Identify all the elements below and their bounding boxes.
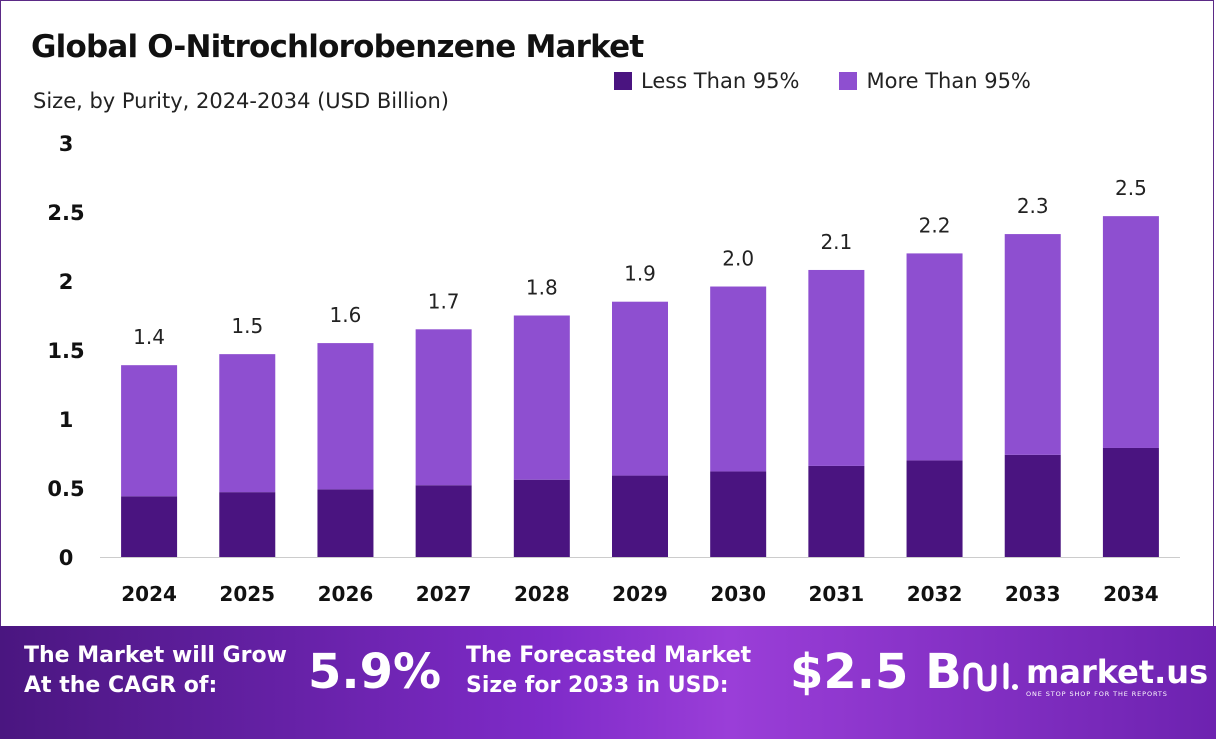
bar-total-label: 2.1 bbox=[820, 230, 852, 254]
legend-label-more-than-95: More Than 95% bbox=[866, 69, 1031, 93]
bar-segment-more-than-95 bbox=[612, 301, 668, 476]
legend: Less Than 95% More Than 95% bbox=[614, 69, 1031, 93]
brand-logo: market.us ONE STOP SHOP FOR THE REPORTS bbox=[962, 656, 1208, 698]
bar-segment-more-than-95 bbox=[808, 269, 865, 466]
bar-segment-less-than-95 bbox=[808, 465, 865, 557]
bar-total-label: 1.5 bbox=[231, 314, 263, 338]
bar-total-label: 1.4 bbox=[133, 325, 165, 349]
x-tick-label: 2025 bbox=[219, 582, 275, 606]
y-tick-label: 0.5 bbox=[47, 477, 84, 501]
x-tick-label: 2033 bbox=[1005, 582, 1061, 606]
brand-name: market.us bbox=[1026, 653, 1209, 691]
x-tick-label: 2028 bbox=[514, 582, 570, 606]
bar-total-label: 2.2 bbox=[919, 213, 951, 237]
forecast-label-line-1: The Forecasted Market bbox=[466, 643, 752, 668]
bar-segment-more-than-95 bbox=[121, 365, 178, 497]
bar-segment-more-than-95 bbox=[219, 354, 276, 493]
bar-total-label: 1.9 bbox=[624, 262, 656, 286]
bar-segment-less-than-95 bbox=[906, 460, 963, 557]
bar-segment-more-than-95 bbox=[906, 253, 963, 461]
y-tick-label: 2 bbox=[59, 270, 74, 294]
y-tick-label: 3 bbox=[59, 132, 74, 156]
bar-segment-less-than-95 bbox=[219, 492, 276, 557]
chart-subtitle: Size, by Purity, 2024-2034 (USD Billion) bbox=[33, 89, 449, 113]
bar-total-label: 1.6 bbox=[330, 303, 362, 327]
bar-segment-more-than-95 bbox=[513, 315, 570, 480]
legend-item-less-than-95: Less Than 95% bbox=[614, 69, 799, 93]
bar-segment-less-than-95 bbox=[710, 471, 767, 557]
x-tick-label: 2029 bbox=[612, 582, 668, 606]
bar-total-label: 2.5 bbox=[1115, 176, 1147, 200]
legend-swatch-more-than-95 bbox=[839, 72, 858, 90]
bar-segment-less-than-95 bbox=[317, 489, 374, 557]
bar-segment-less-than-95 bbox=[1102, 447, 1159, 557]
bar-segment-less-than-95 bbox=[612, 475, 668, 557]
forecast-value: $2.5 B bbox=[790, 644, 962, 700]
bar-segment-less-than-95 bbox=[121, 496, 178, 557]
chart-title: Global O-Nitrochlorobenzene Market bbox=[31, 29, 644, 65]
x-tick-label: 2027 bbox=[416, 582, 472, 606]
legend-swatch-less-than-95 bbox=[614, 72, 632, 90]
x-tick-label: 2034 bbox=[1103, 582, 1159, 606]
y-tick-label: 1.5 bbox=[47, 339, 84, 363]
x-tick-label: 2026 bbox=[318, 582, 374, 606]
bar-segment-more-than-95 bbox=[1004, 234, 1061, 455]
bar-segment-less-than-95 bbox=[513, 479, 570, 557]
y-tick-label: 0 bbox=[59, 546, 74, 570]
forecast-label-line-2: Size for 2033 in USD: bbox=[466, 673, 729, 698]
cagr-value: 5.9% bbox=[308, 644, 442, 700]
footer-banner: The Market will Grow At the CAGR of: 5.9… bbox=[0, 626, 1216, 739]
bar-segment-more-than-95 bbox=[710, 286, 767, 472]
bar-segment-more-than-95 bbox=[317, 343, 374, 490]
cagr-label: The Market will Grow At the CAGR of: bbox=[24, 641, 287, 701]
bar-total-label: 1.8 bbox=[526, 276, 558, 300]
y-tick-label: 1 bbox=[59, 408, 74, 432]
x-tick-label: 2030 bbox=[710, 582, 766, 606]
bar-total-label: 2.3 bbox=[1017, 194, 1049, 218]
bar-segment-more-than-95 bbox=[1102, 216, 1159, 448]
x-tick-label: 2024 bbox=[121, 582, 177, 606]
bar-segment-less-than-95 bbox=[415, 485, 472, 557]
legend-item-more-than-95: More Than 95% bbox=[839, 69, 1031, 93]
brand-tagline: ONE STOP SHOP FOR THE REPORTS bbox=[1026, 690, 1168, 698]
cagr-label-line-2: At the CAGR of: bbox=[24, 673, 218, 698]
x-tick-label: 2031 bbox=[809, 582, 865, 606]
x-tick-label: 2032 bbox=[907, 582, 963, 606]
bar-total-label: 1.7 bbox=[428, 289, 460, 313]
cagr-label-line-1: The Market will Grow bbox=[24, 643, 287, 668]
y-tick-label: 2.5 bbox=[47, 201, 84, 225]
bar-total-label: 2.0 bbox=[722, 247, 754, 271]
market-us-logo-icon bbox=[963, 662, 1018, 692]
legend-label-less-than-95: Less Than 95% bbox=[641, 69, 800, 93]
bar-segment-less-than-95 bbox=[1004, 454, 1061, 557]
bar-chart: 0 0.5 1 1.5 2 2.5 3 1.4 2024 1.5 2025 1.6 2026 1.7 202… bbox=[47, 132, 1180, 606]
bar-segment-more-than-95 bbox=[415, 329, 472, 486]
forecast-label: The Forecasted Market Size for 2033 in U… bbox=[466, 641, 751, 701]
